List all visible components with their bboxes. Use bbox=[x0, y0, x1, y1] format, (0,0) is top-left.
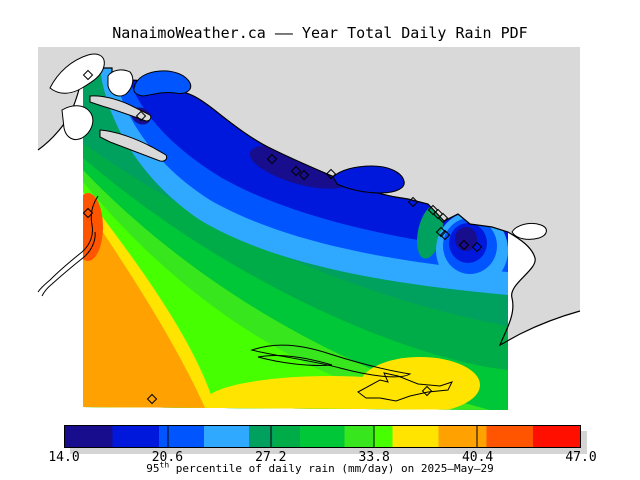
station-marker bbox=[135, 110, 147, 122]
coastline-island-west-outer bbox=[37, 195, 99, 293]
station-marker bbox=[432, 208, 444, 220]
colorbar bbox=[64, 425, 581, 448]
colorbar-label: 33.8 bbox=[358, 450, 390, 465]
island-outline-long-2 bbox=[257, 354, 333, 366]
colorbar-gradient bbox=[65, 426, 580, 447]
colorbar-tick bbox=[167, 426, 169, 447]
colorbar-label: 47.0 bbox=[565, 450, 597, 465]
caption-text: percentile of daily rain (mm/day) on 202… bbox=[169, 462, 494, 475]
colorbar-tick bbox=[476, 426, 478, 447]
colorbar-label: 14.0 bbox=[48, 450, 80, 465]
field-yellow-low-blob2 bbox=[360, 357, 480, 410]
inlet-blue-blob bbox=[133, 70, 192, 97]
coastline-mainland bbox=[37, 67, 581, 347]
station-marker bbox=[437, 212, 449, 224]
colorbar-tick bbox=[270, 426, 272, 447]
island-outline-long bbox=[250, 344, 412, 378]
station-marker bbox=[471, 241, 483, 253]
peninsula-finger-1 bbox=[89, 95, 152, 122]
station-marker bbox=[458, 239, 470, 251]
station-marker bbox=[82, 207, 94, 219]
chart-title: NanaimoWeather.ca –– Year Total Daily Ra… bbox=[112, 24, 528, 42]
colorbar-label: 27.2 bbox=[255, 450, 287, 465]
station-marker bbox=[435, 226, 447, 238]
station-marker bbox=[407, 196, 419, 208]
fjord-inlet-west bbox=[49, 53, 105, 94]
peninsula-finger-2 bbox=[99, 129, 168, 162]
station-marker bbox=[290, 165, 302, 177]
island-east-white bbox=[511, 222, 547, 240]
field-band-orange bbox=[83, 203, 206, 410]
station-marker bbox=[421, 385, 433, 397]
fjord-inlet-channel bbox=[61, 105, 94, 141]
chart-caption: 95th percentile of daily rain (mm/day) o… bbox=[0, 460, 640, 475]
station-marker bbox=[298, 169, 310, 181]
field-navy-coastal-core bbox=[249, 145, 351, 189]
station-markers bbox=[82, 69, 483, 405]
station-marker bbox=[325, 168, 337, 180]
colorbar-label: 40.4 bbox=[461, 450, 494, 465]
sound-blue-blob bbox=[332, 165, 405, 194]
fjord-inlet-north bbox=[107, 69, 134, 97]
station-marker bbox=[146, 393, 158, 405]
colorbar-ticks bbox=[65, 426, 580, 447]
caption-number: 95 bbox=[146, 462, 160, 475]
caption-superscript: th bbox=[159, 460, 170, 470]
island-outline-lobed bbox=[357, 372, 453, 402]
colorbar-label: 20.6 bbox=[151, 450, 184, 465]
station-marker bbox=[427, 204, 439, 216]
colorbar-tick bbox=[373, 426, 375, 447]
coastline-island-west-inner bbox=[41, 231, 96, 297]
colorbar-labels: 14.0 20.6 27.2 33.8 40.4 47.0 bbox=[48, 450, 596, 465]
city-low-navy-core bbox=[455, 227, 477, 251]
station-marker bbox=[266, 153, 278, 165]
field-hotspot-orangered bbox=[83, 193, 103, 261]
land-mainland bbox=[38, 47, 580, 345]
station-marker bbox=[82, 69, 94, 81]
station-marker bbox=[439, 229, 451, 241]
